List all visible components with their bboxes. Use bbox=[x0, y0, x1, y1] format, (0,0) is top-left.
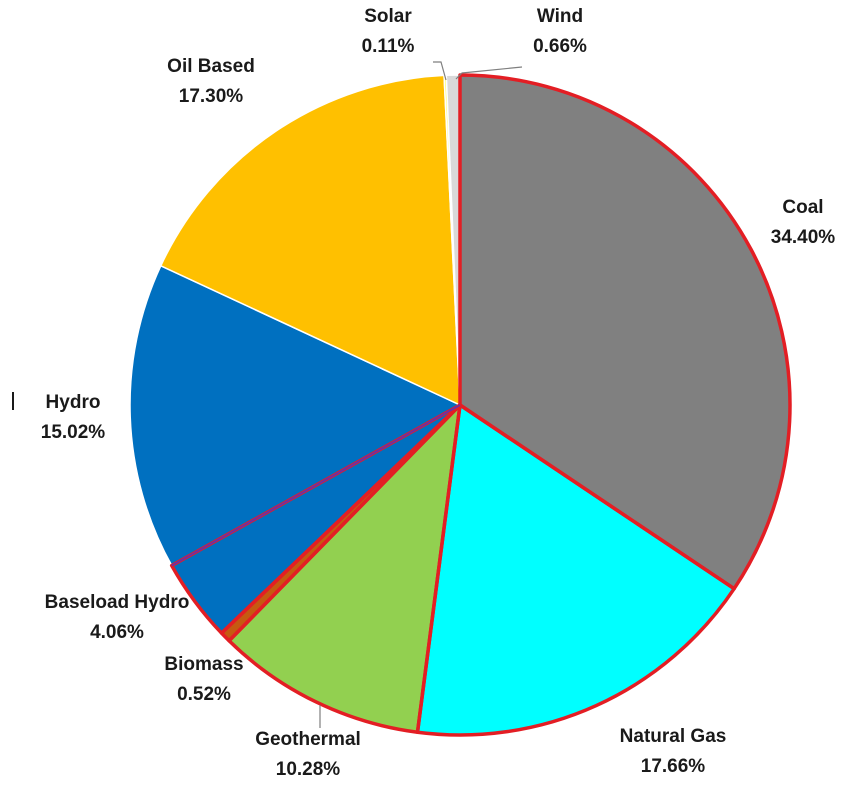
highlight-outline bbox=[169, 73, 792, 737]
slice-name-baseload-hydro: Baseload Hydro bbox=[45, 592, 190, 613]
slice-value-oil-based: 17.30% bbox=[179, 86, 244, 107]
slice-value-natural-gas: 17.66% bbox=[641, 756, 706, 777]
slice-label-natural-gas: Natural Gas 17.66% bbox=[620, 726, 727, 777]
slice-value-solar: 0.11% bbox=[362, 36, 415, 57]
slice-name-wind: Wind bbox=[537, 6, 583, 27]
leader-line-solar bbox=[433, 61, 447, 81]
slice-name-geothermal: Geothermal bbox=[255, 729, 361, 750]
slice-label-solar: Solar 0.11% bbox=[362, 6, 415, 57]
slice-label-wind: Wind 0.66% bbox=[533, 6, 587, 57]
slice-label-oil-based: Oil Based 17.30% bbox=[167, 56, 255, 107]
pie-slice-hydro bbox=[129, 264, 462, 567]
slice-label-coal: Coal 34.40% bbox=[771, 197, 836, 248]
slice-name-coal: Coal bbox=[782, 197, 823, 218]
slice-label-hydro: Hydro 15.02% bbox=[41, 392, 106, 443]
slice-name-solar: Solar bbox=[364, 6, 412, 27]
slice-labels: Coal 34.40% Natural Gas 17.66% Geothermal 10.… bbox=[41, 6, 836, 780]
slice-value-hydro: 15.02% bbox=[41, 422, 106, 443]
highlight-outline-geothermal bbox=[227, 403, 462, 734]
slice-value-wind: 0.66% bbox=[533, 36, 587, 57]
leader-line-wind bbox=[455, 66, 523, 80]
slice-value-baseload-hydro: 4.06% bbox=[90, 622, 144, 643]
leader-lines bbox=[319, 61, 523, 728]
slice-name-hydro: Hydro bbox=[46, 392, 101, 413]
slice-value-geothermal: 10.28% bbox=[276, 759, 341, 780]
slice-value-coal: 34.40% bbox=[771, 227, 836, 248]
highlight-outline-coal bbox=[458, 73, 792, 591]
slice-name-oil-based: Oil Based bbox=[167, 56, 255, 77]
slice-label-baseload-hydro: Baseload Hydro 4.06% bbox=[45, 592, 190, 643]
highlight-outline-natural-gas bbox=[415, 403, 736, 737]
slice-label-geothermal: Geothermal 10.28% bbox=[255, 729, 361, 780]
slice-name-natural-gas: Natural Gas bbox=[620, 726, 727, 747]
hydro-divider-line bbox=[171, 404, 461, 567]
slice-name-biomass: Biomass bbox=[164, 654, 243, 675]
pie-slice-oil-based bbox=[159, 74, 461, 407]
edge-tick-mark bbox=[12, 392, 14, 410]
slice-value-biomass: 0.52% bbox=[177, 684, 231, 705]
slice-label-biomass: Biomass 0.52% bbox=[164, 654, 243, 705]
